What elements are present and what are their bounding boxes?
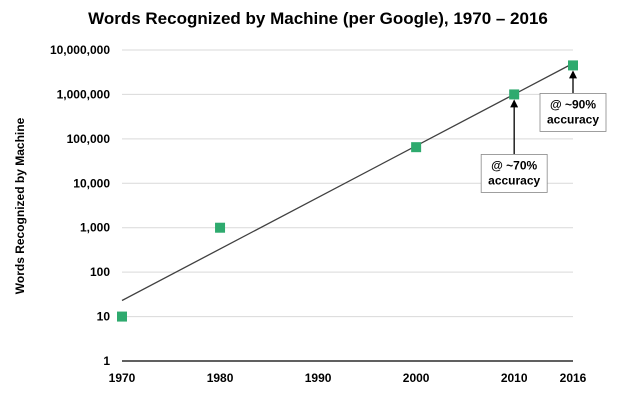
x-tick-label: 1990 — [305, 371, 332, 385]
annotation-text: @ ~90% — [550, 97, 596, 111]
annotation-box — [539, 93, 607, 132]
grid — [122, 49, 573, 318]
annotation-text: @ ~70% — [491, 158, 537, 172]
y-tick-label: 1,000 — [80, 221, 110, 235]
annotations: @ ~70%accuracy@ ~90%accuracy — [480, 70, 607, 193]
data-point — [509, 89, 520, 100]
data-point — [117, 311, 127, 322]
y-tick-label: 1,000,000 — [57, 87, 111, 101]
annotation: @ ~90%accuracy — [539, 70, 607, 132]
data-points — [117, 60, 578, 322]
data-point — [215, 222, 226, 233]
annotation-box — [480, 154, 548, 193]
chart-title: Words Recognized by Machine (per Google)… — [88, 9, 548, 28]
data-point — [411, 142, 422, 153]
x-tick-label: 2010 — [501, 371, 528, 385]
y-axis-label: Words Recognized by Machine — [13, 117, 27, 294]
x-tick-label: 1970 — [109, 371, 136, 385]
y-tick-label: 1 — [103, 354, 110, 368]
trendline — [121, 62, 574, 302]
y-tick-label: 10,000,000 — [50, 43, 110, 57]
x-tick-label: 1980 — [207, 371, 234, 385]
tick-labels: 1 10 100 1,000 10,000 100,000 1,000,000 10,000,… — [50, 43, 587, 385]
annotation-text: accuracy — [488, 173, 540, 187]
annotation-text: accuracy — [547, 112, 599, 126]
y-tick-label: 100,000 — [67, 132, 111, 146]
data-point — [568, 60, 578, 71]
trendline-layer — [121, 62, 574, 302]
y-tick-label: 100 — [90, 265, 110, 279]
x-tick-label: 2016 — [560, 371, 587, 385]
y-tick-label: 10,000 — [73, 176, 110, 190]
annotation: @ ~70%accuracy — [480, 99, 548, 193]
y-tick-label: 10 — [97, 310, 111, 324]
x-tick-label: 2000 — [403, 371, 430, 385]
